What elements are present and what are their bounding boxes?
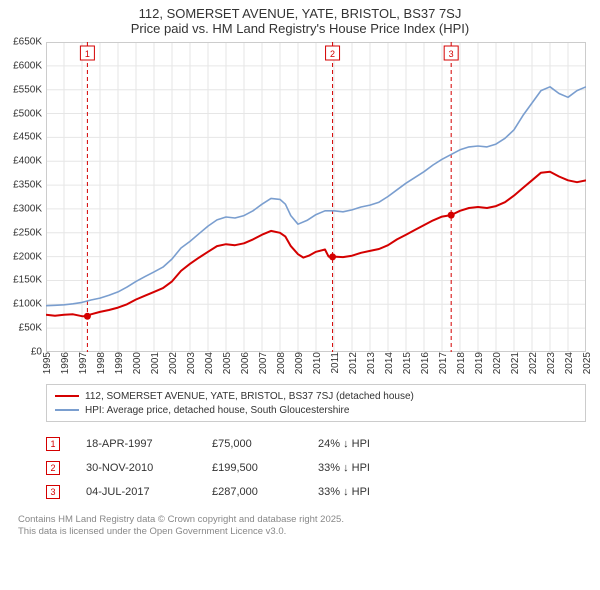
y-tick-label: £100K (13, 299, 42, 310)
sale-delta: 24% ↓ HPI (318, 438, 408, 450)
sales-table: 1 18-APR-1997 £75,000 24% ↓ HPI 2 30-NOV-2010… (46, 432, 586, 504)
x-tick-label: 2012 (348, 352, 359, 374)
x-tick-label: 2004 (204, 352, 215, 374)
sale-price: £75,000 (212, 438, 292, 450)
x-tick-label: 2019 (474, 352, 485, 374)
x-tick-label: 2005 (222, 352, 233, 374)
legend-label: 112, SOMERSET AVENUE, YATE, BRISTOL, BS3… (85, 391, 414, 402)
legend-row: HPI: Average price, detached house, Sout… (55, 403, 577, 417)
sale-delta: 33% ↓ HPI (318, 462, 408, 474)
sale-row: 1 18-APR-1997 £75,000 24% ↓ HPI (46, 432, 586, 456)
x-tick-label: 2020 (492, 352, 503, 374)
title-line-1: 112, SOMERSET AVENUE, YATE, BRISTOL, BS3… (0, 6, 600, 21)
sale-date: 04-JUL-2017 (86, 486, 186, 498)
y-tick-label: £50K (19, 323, 42, 334)
chart-svg: 1 2 3 (46, 42, 586, 352)
y-tick-label: £0 (31, 347, 42, 358)
x-tick-label: 2023 (546, 352, 557, 374)
x-tick-label: 2014 (384, 352, 395, 374)
y-tick-label: £200K (13, 251, 42, 262)
title-line-2: Price paid vs. HM Land Registry's House … (0, 21, 600, 36)
footer-line-2: This data is licensed under the Open Gov… (18, 526, 586, 538)
sale-date: 18-APR-1997 (86, 438, 186, 450)
footer-attribution: Contains HM Land Registry data © Crown c… (18, 514, 586, 538)
sale-date: 30-NOV-2010 (86, 462, 186, 474)
x-tick-label: 2015 (402, 352, 413, 374)
x-tick-label: 2024 (564, 352, 575, 374)
x-tick-label: 1997 (78, 352, 89, 374)
x-tick-label: 2008 (276, 352, 287, 374)
y-tick-label: £300K (13, 203, 42, 214)
sale-row: 2 30-NOV-2010 £199,500 33% ↓ HPI (46, 456, 586, 480)
x-tick-label: 1996 (60, 352, 71, 374)
sale-marker: 3 (46, 485, 60, 499)
y-tick-label: £650K (13, 37, 42, 48)
y-tick-label: £400K (13, 156, 42, 167)
y-tick-label: £250K (13, 227, 42, 238)
x-tick-label: 2006 (240, 352, 251, 374)
y-tick-label: £550K (13, 84, 42, 95)
x-tick-label: 2016 (420, 352, 431, 374)
y-tick-label: £600K (13, 60, 42, 71)
x-tick-label: 1999 (114, 352, 125, 374)
x-tick-label: 2022 (528, 352, 539, 374)
chart-title-block: 112, SOMERSET AVENUE, YATE, BRISTOL, BS3… (0, 0, 600, 36)
x-tick-label: 2011 (330, 352, 341, 374)
x-tick-label: 2010 (312, 352, 323, 374)
legend-swatch (55, 409, 79, 411)
x-tick-label: 1998 (96, 352, 107, 374)
sale-marker: 1 (46, 437, 60, 451)
x-tick-label: 2001 (150, 352, 161, 374)
legend-label: HPI: Average price, detached house, Sout… (85, 405, 349, 416)
x-tick-label: 2018 (456, 352, 467, 374)
y-tick-label: £150K (13, 275, 42, 286)
y-tick-label: £350K (13, 180, 42, 191)
sale-marker: 2 (46, 461, 60, 475)
x-tick-label: 1995 (42, 352, 53, 374)
sale-row: 3 04-JUL-2017 £287,000 33% ↓ HPI (46, 480, 586, 504)
footer-line-1: Contains HM Land Registry data © Crown c… (18, 514, 586, 526)
legend-swatch (55, 395, 79, 397)
x-tick-label: 2000 (132, 352, 143, 374)
x-tick-label: 2025 (582, 352, 593, 374)
x-tick-label: 2003 (186, 352, 197, 374)
x-tick-label: 2017 (438, 352, 449, 374)
x-tick-label: 2009 (294, 352, 305, 374)
y-tick-label: £500K (13, 108, 42, 119)
legend: 112, SOMERSET AVENUE, YATE, BRISTOL, BS3… (46, 384, 586, 422)
y-tick-label: £450K (13, 132, 42, 143)
legend-row: 112, SOMERSET AVENUE, YATE, BRISTOL, BS3… (55, 389, 577, 403)
x-tick-label: 2013 (366, 352, 377, 374)
svg-text:3: 3 (449, 49, 454, 59)
svg-text:2: 2 (330, 49, 335, 59)
sale-price: £287,000 (212, 486, 292, 498)
sale-price: £199,500 (212, 462, 292, 474)
chart-area: 123 £0£50K£100K£150K£200K£250K£300K£350K… (46, 42, 586, 352)
x-tick-label: 2021 (510, 352, 521, 374)
sale-delta: 33% ↓ HPI (318, 486, 408, 498)
svg-text:1: 1 (85, 49, 90, 59)
x-tick-label: 2007 (258, 352, 269, 374)
x-tick-label: 2002 (168, 352, 179, 374)
